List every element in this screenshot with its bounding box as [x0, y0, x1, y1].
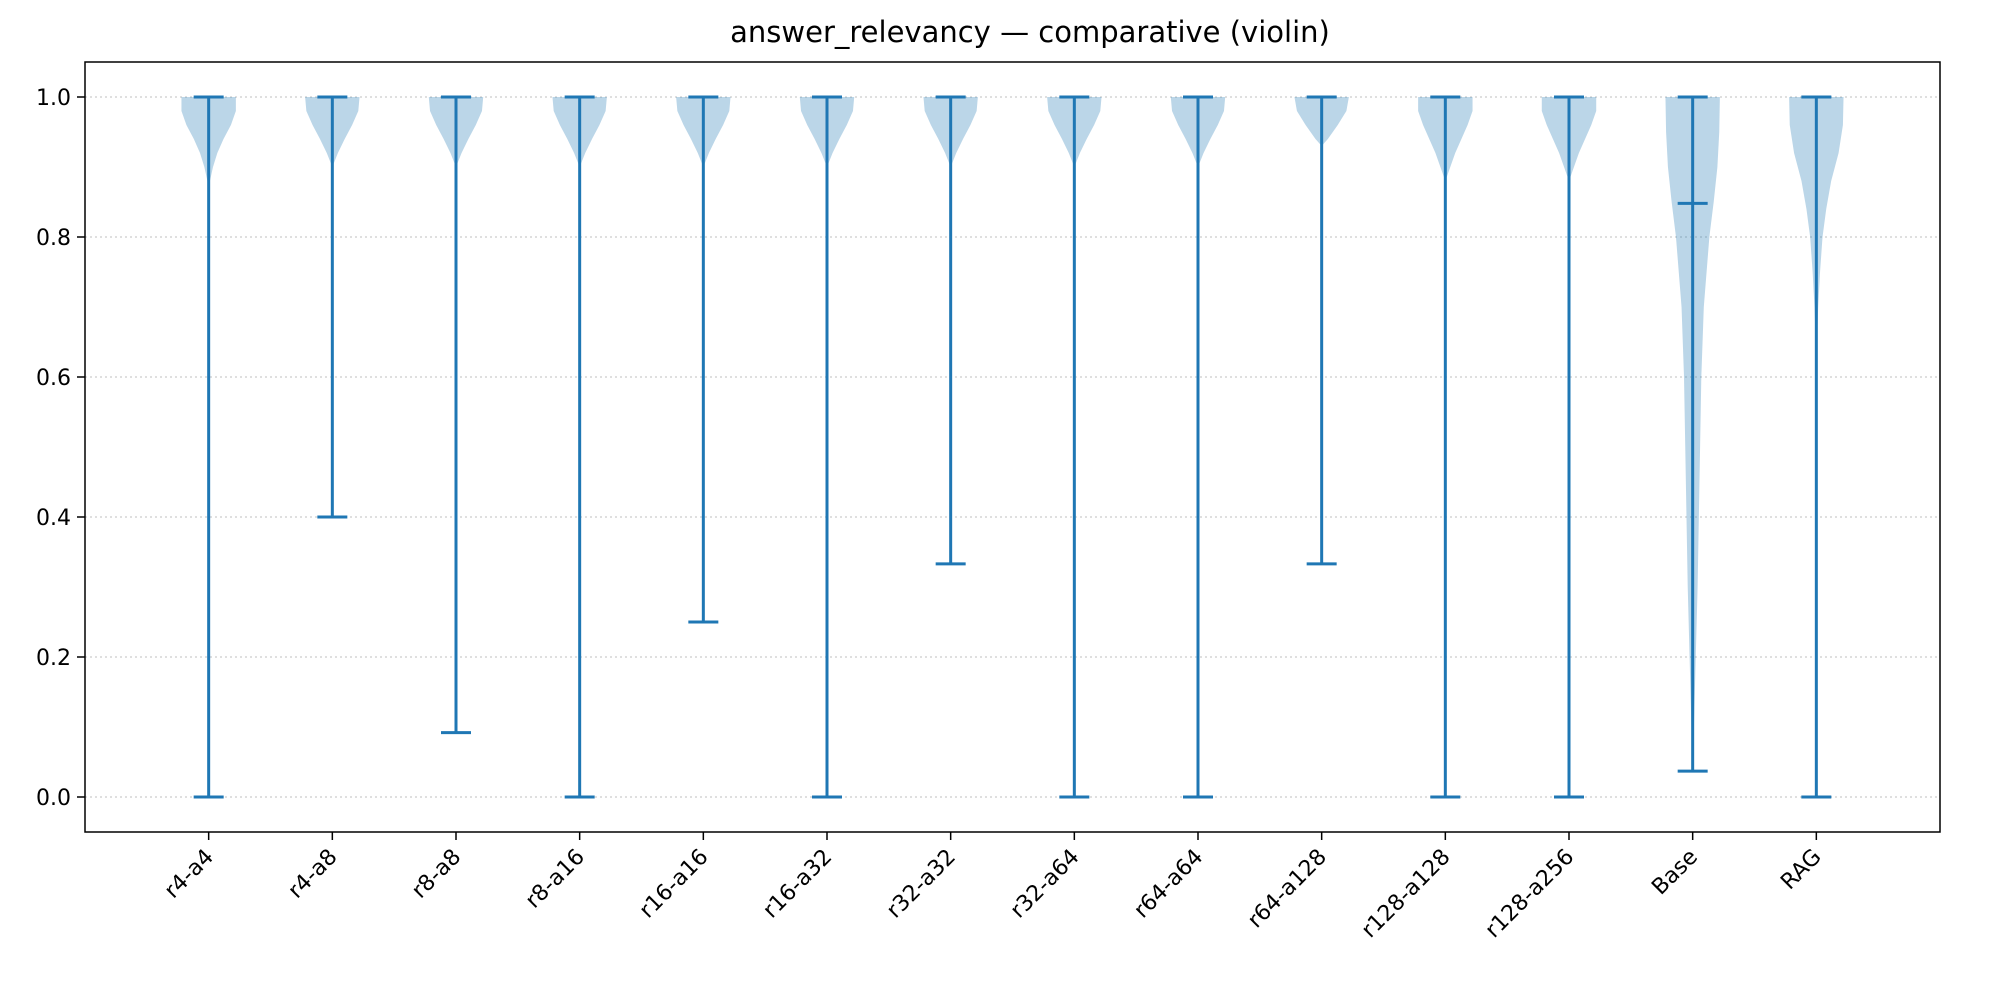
y-tick-label: 1.0: [36, 86, 71, 111]
y-tick-label: 0.4: [36, 506, 71, 531]
chart-title: answer_relevancy — comparative (violin): [730, 15, 1330, 49]
y-tick-label: 0.8: [36, 226, 71, 251]
plot-frame: [84, 61, 1941, 833]
y-axis: 0.0 0.2 0.4 0.6 0.8 1.0: [36, 86, 85, 811]
y-tick-label: 0.6: [36, 366, 71, 391]
grid-layer: [85, 96, 1940, 798]
y-tick-label: 0.0: [36, 786, 71, 811]
stat-lines-layer: [193, 95, 1832, 799]
y-tick-label: 0.2: [36, 646, 71, 671]
